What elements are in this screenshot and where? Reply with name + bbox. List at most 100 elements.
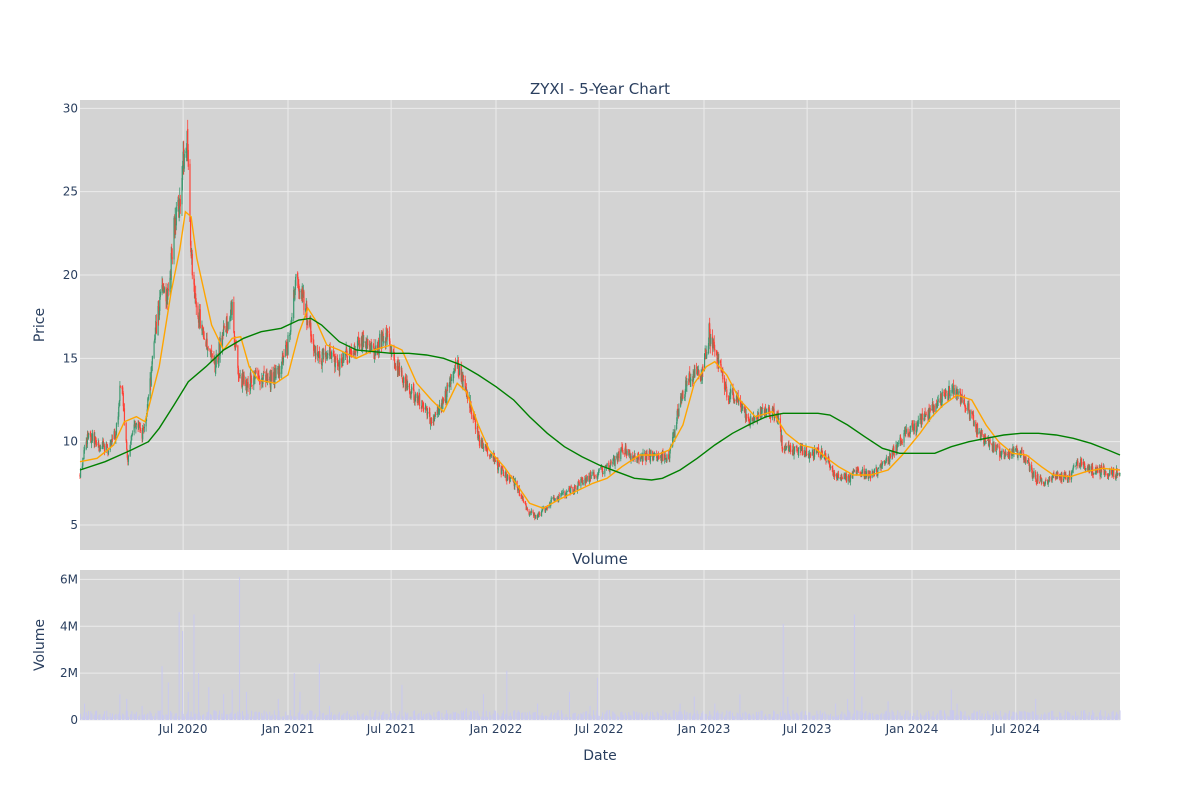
volume-bar xyxy=(318,663,320,720)
candle-body xyxy=(1004,454,1006,459)
volume-bar xyxy=(485,710,487,720)
candle-body xyxy=(931,408,933,411)
volume-bar xyxy=(973,710,975,720)
volume-bar xyxy=(461,712,463,720)
volume-bar xyxy=(1111,711,1113,720)
candle-body xyxy=(1092,474,1094,476)
volume-bar xyxy=(773,710,775,720)
volume-bar xyxy=(309,710,311,720)
volume-bar xyxy=(875,714,877,720)
volume-bar xyxy=(293,715,295,720)
candle-body xyxy=(246,386,248,391)
volume-bar xyxy=(545,715,547,720)
x-tick-label: Jul 2023 xyxy=(782,722,832,736)
candle-body xyxy=(81,466,83,469)
candle-body xyxy=(251,385,253,387)
volume-bar xyxy=(816,710,818,720)
volume-bar xyxy=(208,687,210,720)
volume-bar xyxy=(378,711,380,720)
candle-body xyxy=(1039,475,1041,482)
volume-bar xyxy=(521,712,523,720)
candle-body xyxy=(566,490,568,492)
candle-body xyxy=(781,435,783,449)
volume-bar xyxy=(115,713,117,720)
volume-bar xyxy=(494,710,496,720)
candle-body xyxy=(937,401,939,406)
volume-bar xyxy=(766,716,768,720)
candle-body xyxy=(255,370,257,373)
candle-body xyxy=(692,373,694,382)
candle-body xyxy=(342,357,344,367)
volume-bar xyxy=(700,716,702,720)
volume-bar xyxy=(940,710,942,720)
candle-body xyxy=(86,434,89,445)
candle-body xyxy=(955,392,958,397)
candle-body xyxy=(764,407,767,413)
candle-body xyxy=(213,359,216,361)
volume-bar xyxy=(688,713,690,720)
volume-bar xyxy=(241,711,243,720)
candle-body xyxy=(618,450,620,459)
volume-bar xyxy=(532,712,534,720)
volume-bar xyxy=(734,716,736,720)
volume-bar xyxy=(214,710,216,720)
candle-body xyxy=(403,377,405,384)
candle-body xyxy=(935,404,937,413)
volume-bar xyxy=(574,712,576,720)
candle-body xyxy=(399,367,401,371)
candle-body xyxy=(482,442,484,448)
candle-body xyxy=(919,418,921,420)
candle-body xyxy=(1104,473,1106,475)
candle-body xyxy=(311,338,313,340)
volume-bar xyxy=(342,714,344,720)
candle-body xyxy=(756,415,759,420)
volume-bar xyxy=(657,713,659,720)
volume-bar xyxy=(396,715,398,720)
volume-bar xyxy=(841,711,843,720)
candle-body xyxy=(343,353,345,362)
candle-body xyxy=(526,507,528,511)
volume-bar xyxy=(1076,716,1078,720)
volume-bar xyxy=(638,712,640,720)
volume-bar xyxy=(505,714,507,720)
candle-body xyxy=(458,375,460,377)
volume-bar xyxy=(1011,716,1013,720)
volume-bar xyxy=(765,714,767,720)
volume-bar xyxy=(458,714,460,720)
candle-body xyxy=(995,444,997,452)
candle-body xyxy=(941,401,943,408)
volume-bar xyxy=(197,713,199,720)
volume-bar xyxy=(880,714,882,720)
volume-bar xyxy=(391,713,393,720)
candle-body xyxy=(154,334,156,340)
candle-body xyxy=(517,486,519,491)
candle-body xyxy=(521,497,523,499)
price-y-tick-label: 5 xyxy=(70,518,78,532)
candle-body xyxy=(103,445,106,452)
candle-body xyxy=(193,274,195,285)
candle-body xyxy=(473,418,475,420)
candle-body xyxy=(1016,446,1018,448)
candle-body xyxy=(462,374,464,388)
candle-body xyxy=(441,400,443,412)
candle-body xyxy=(554,499,556,501)
candle-body xyxy=(913,423,915,431)
candle-body xyxy=(277,368,279,370)
volume-bar xyxy=(620,712,622,720)
volume-bar xyxy=(947,715,949,720)
candle-body xyxy=(912,424,914,428)
candle-body xyxy=(707,343,710,354)
volume-bar xyxy=(393,711,395,720)
candle-body xyxy=(1119,473,1121,475)
candle-body xyxy=(735,395,738,402)
candle-body xyxy=(1110,469,1113,474)
volume-bar xyxy=(737,713,739,720)
volume-bar xyxy=(916,710,918,720)
candle-body xyxy=(861,473,863,474)
volume-bar xyxy=(677,714,679,720)
volume-bar xyxy=(146,714,148,720)
candle-body xyxy=(936,405,938,406)
candle-body xyxy=(159,296,161,311)
candle-body xyxy=(454,363,457,365)
candle-body xyxy=(453,369,455,373)
